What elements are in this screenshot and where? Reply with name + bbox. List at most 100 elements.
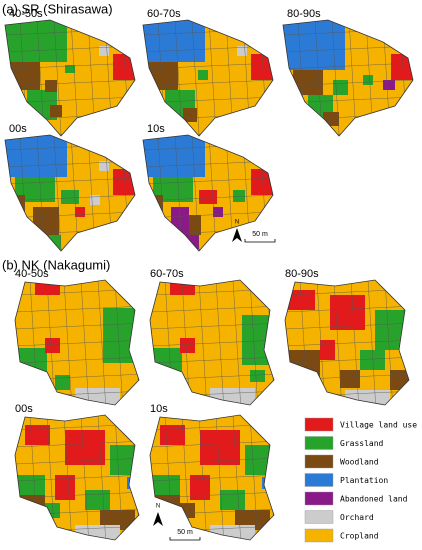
parcel-line bbox=[367, 280, 377, 405]
land-parcel bbox=[50, 105, 62, 117]
land-parcel bbox=[199, 190, 217, 204]
legend-swatch bbox=[304, 510, 334, 524]
legend-label: Plantation bbox=[340, 476, 388, 485]
period-label: 00s bbox=[9, 123, 27, 135]
parcel-line bbox=[283, 62, 413, 70]
land-parcel bbox=[5, 195, 25, 215]
legend-label: Woodland bbox=[340, 458, 379, 467]
land-parcel bbox=[55, 375, 70, 390]
parcel-line bbox=[5, 62, 135, 70]
land-parcel bbox=[99, 161, 109, 171]
map-outline bbox=[4, 19, 136, 137]
parcel-line bbox=[97, 280, 107, 405]
map-fill bbox=[150, 280, 274, 405]
land-use-map bbox=[149, 414, 275, 541]
land-parcel bbox=[340, 370, 360, 388]
parcel-line bbox=[5, 177, 135, 185]
parcel-line bbox=[5, 245, 135, 251]
map-outline bbox=[4, 134, 136, 252]
land-parcel bbox=[160, 425, 185, 445]
land-parcel bbox=[150, 495, 180, 525]
parcel-line bbox=[80, 280, 90, 405]
period-label: 80-90s bbox=[287, 8, 321, 20]
land-parcel bbox=[183, 108, 197, 122]
period-label: 60-70s bbox=[147, 8, 181, 20]
map-fill bbox=[143, 135, 273, 251]
map-fill bbox=[283, 20, 413, 136]
parcel-line bbox=[15, 305, 139, 313]
map-fill bbox=[143, 20, 273, 136]
parcel-line bbox=[63, 280, 73, 405]
period-label: 10s bbox=[150, 403, 168, 415]
land-parcel bbox=[251, 169, 273, 195]
parcel-line bbox=[150, 457, 274, 465]
land-parcel bbox=[5, 135, 67, 177]
land-parcel bbox=[143, 195, 163, 215]
period-label: 10s bbox=[147, 123, 165, 135]
legend-label: Cropland bbox=[340, 532, 379, 541]
parcel-line bbox=[191, 20, 201, 136]
parcel-line bbox=[97, 415, 107, 540]
north-label: N bbox=[156, 504, 160, 510]
parcel-line bbox=[5, 79, 135, 87]
parcel-line bbox=[53, 20, 63, 136]
land-parcel bbox=[55, 475, 75, 500]
parcel-line bbox=[249, 280, 259, 405]
map-fill bbox=[150, 415, 274, 540]
legend-swatch bbox=[304, 436, 334, 450]
parcel-line bbox=[131, 280, 139, 405]
parcel-line bbox=[384, 280, 394, 405]
parcel-line bbox=[114, 280, 124, 405]
period-label: 80-90s bbox=[285, 268, 319, 280]
land-use-map bbox=[284, 279, 410, 406]
parcel-line bbox=[283, 130, 413, 136]
land-parcel bbox=[45, 338, 60, 353]
land-parcel bbox=[237, 46, 247, 56]
land-parcel bbox=[198, 70, 208, 80]
legend-swatch bbox=[304, 473, 334, 487]
map-fill bbox=[5, 135, 135, 251]
land-use-map bbox=[4, 19, 136, 137]
land-parcel bbox=[49, 235, 61, 249]
map-fill bbox=[285, 280, 409, 405]
land-use-map bbox=[142, 134, 274, 252]
legend-label: Grassland bbox=[340, 439, 384, 448]
map-outline bbox=[149, 279, 275, 406]
scale-bar bbox=[244, 239, 276, 243]
land-parcel bbox=[360, 350, 385, 370]
parcel-line bbox=[150, 440, 274, 448]
period-label: 00s bbox=[15, 403, 33, 415]
legend-swatch bbox=[304, 417, 334, 432]
parcel-line bbox=[232, 280, 242, 405]
land-parcel bbox=[65, 430, 105, 465]
land-parcel bbox=[143, 62, 178, 90]
parcel-line bbox=[114, 415, 124, 540]
land-parcel bbox=[250, 370, 265, 382]
land-use-map bbox=[149, 279, 275, 406]
land-parcel bbox=[283, 20, 345, 70]
land-parcel bbox=[113, 169, 135, 195]
parcel-line bbox=[143, 194, 273, 202]
period-label: 40-50s bbox=[9, 8, 43, 20]
parcel-line bbox=[331, 20, 341, 136]
land-use-map bbox=[14, 414, 140, 541]
period-label: 40-50s bbox=[15, 268, 49, 280]
parcel-line bbox=[150, 305, 274, 313]
land-parcel bbox=[143, 20, 205, 62]
legend-swatch bbox=[304, 491, 334, 506]
panel-title: (b) NK (Nakagumi) bbox=[2, 257, 110, 272]
parcel-line bbox=[232, 415, 242, 540]
map-outline bbox=[282, 19, 414, 137]
map-fill bbox=[5, 20, 135, 136]
land-use-map bbox=[282, 19, 414, 137]
parcel-line bbox=[249, 415, 259, 540]
parcel-line bbox=[15, 440, 139, 448]
parcel-line bbox=[266, 280, 274, 405]
land-parcel bbox=[143, 135, 205, 177]
parcel-line bbox=[150, 491, 274, 499]
land-parcel bbox=[242, 315, 274, 365]
land-parcel bbox=[333, 80, 348, 95]
north-label: N bbox=[235, 220, 239, 226]
land-parcel bbox=[15, 495, 45, 525]
land-parcel bbox=[233, 190, 245, 202]
